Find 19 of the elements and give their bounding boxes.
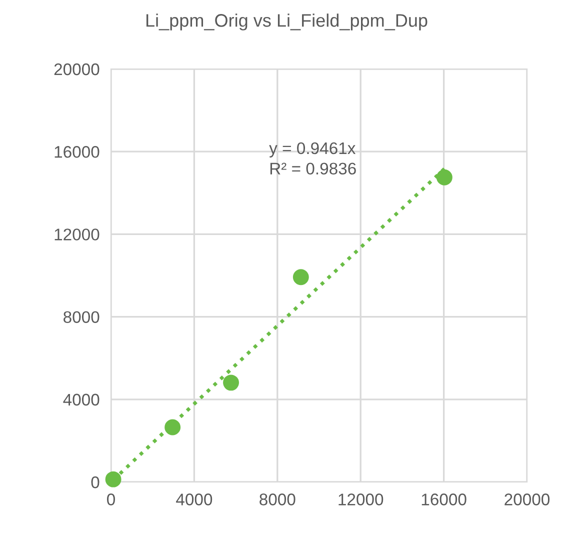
y-tick-label: 12000: [54, 228, 100, 240]
y-tick-label: 8000: [64, 311, 100, 324]
y-tick-label: 0: [91, 476, 100, 488]
point: [223, 374, 239, 391]
x-tick-label: 4000: [176, 494, 212, 506]
point: [292, 269, 309, 286]
point: [436, 169, 452, 186]
y-tick-label: 4000: [63, 394, 100, 406]
chart-title: Li_ppm_Orig vs Li_Field_ppm_Dup: [146, 14, 428, 30]
x-tick-label: 0: [107, 494, 115, 506]
x-tick-label: 20000: [504, 494, 550, 506]
y-tick-label: 20000: [54, 63, 100, 76]
x-tick-label: 12000: [338, 494, 384, 506]
y-tick-label: 16000: [54, 146, 100, 158]
x-tick-label: 8000: [260, 494, 296, 506]
annotation: y = 0.9461x R² = 0.9836: [269, 142, 356, 175]
x-tick-label: 16000: [422, 494, 466, 506]
point: [164, 419, 181, 436]
point: [105, 471, 122, 488]
